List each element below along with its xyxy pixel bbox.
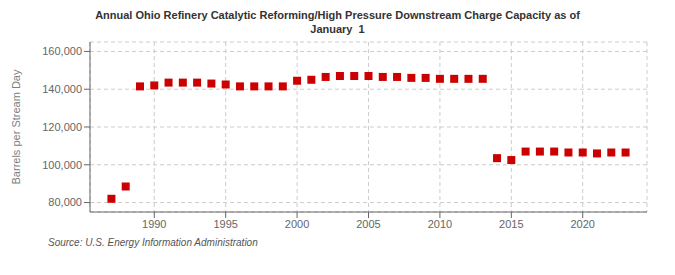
- svg-text:2020: 2020: [570, 218, 594, 230]
- svg-text:120,000: 120,000: [42, 121, 82, 133]
- svg-text:2015: 2015: [499, 218, 523, 230]
- html-text:Annual Ohio Refinery Catalytic: Annual Ohio Refinery Catalytic Reforming…: [95, 9, 580, 35]
- svg-text:1995: 1995: [213, 218, 237, 230]
- svg-text:Barrels per Stream Day: Barrels per Stream Day: [10, 69, 22, 184]
- svg-text:100,000: 100,000: [42, 159, 82, 171]
- svg-text:2005: 2005: [356, 218, 380, 230]
- svg-text:160,000: 160,000: [42, 45, 82, 57]
- svg-text:2000: 2000: [285, 218, 309, 230]
- svg-text:2010: 2010: [428, 218, 452, 230]
- svg-text:80,000: 80,000: [48, 196, 82, 208]
- html-text:Source: U.S. Energy Informatio: Source: U.S. Energy Information Administ…: [48, 237, 258, 248]
- svg-text:140,000: 140,000: [42, 83, 82, 95]
- svg-text:1990: 1990: [142, 218, 166, 230]
